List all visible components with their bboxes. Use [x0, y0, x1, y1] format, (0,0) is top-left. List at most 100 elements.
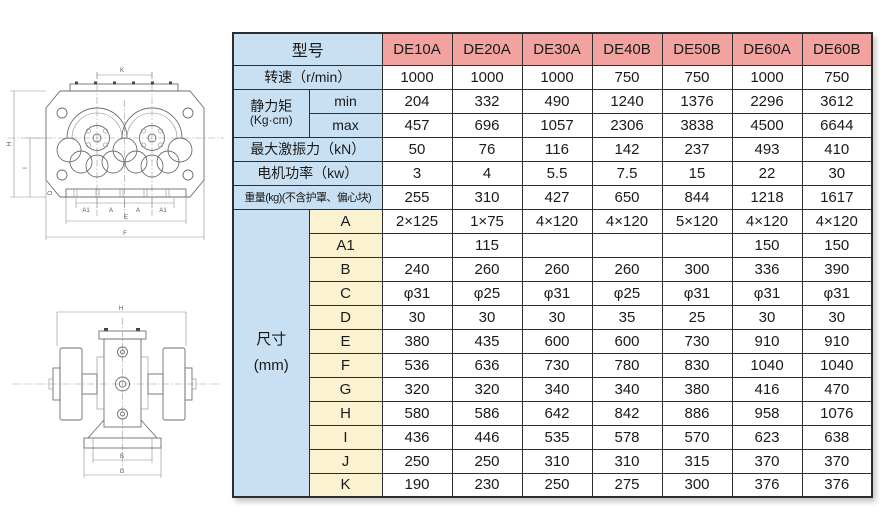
static-moment-label: 静力矩 — [250, 98, 293, 115]
dimensions-unit: (mm) — [253, 356, 289, 374]
static-moment-max: 1057 — [521, 112, 593, 138]
speed-value: 1000 — [731, 64, 803, 90]
static-moment-min: 1376 — [661, 88, 733, 114]
dim-value: 4×120 — [521, 208, 593, 234]
static-moment-max: 6644 — [801, 112, 873, 138]
speed-value: 1000 — [521, 64, 593, 90]
dim-letter-i: I — [308, 424, 383, 450]
max-force-label: 最大激振力（kN） — [232, 136, 383, 162]
dim-value: 1040 — [801, 352, 873, 378]
dimension-row-d: D 30 30 30 35 25 30 30 — [233, 304, 873, 330]
dim-value: 250 — [381, 448, 453, 474]
dim-value: φ31 — [801, 280, 873, 306]
dim-value: 1040 — [731, 352, 803, 378]
dim-label-k: K — [120, 68, 124, 74]
speed-label: 转速（r/min） — [232, 64, 383, 90]
weight-value: 427 — [521, 184, 593, 210]
dimension-row-k: K 190 230 250 275 300 376 376 — [233, 472, 873, 498]
dim-value — [521, 232, 593, 258]
dim-value: 380 — [381, 328, 453, 354]
model-header-de60b: DE60B — [801, 32, 873, 66]
dim-value: 320 — [381, 376, 453, 402]
dim-letter-e: E — [308, 328, 383, 354]
dim-value: φ31 — [661, 280, 733, 306]
max-force-value: 142 — [591, 136, 663, 162]
dim-label-g: G — [120, 469, 125, 475]
dim-value: 1076 — [801, 400, 873, 426]
static-moment-min: 490 — [521, 88, 593, 114]
dim-value: φ25 — [591, 280, 663, 306]
dim-value: 536 — [381, 352, 453, 378]
dim-value: 336 — [731, 256, 803, 282]
static-moment-unit: (Kg·cm) — [249, 113, 293, 128]
dim-label-i-left: I — [23, 167, 29, 169]
motor-power-row: 电机功率（kw） 3 4 5.5 7.5 15 22 30 — [232, 160, 873, 186]
dim-value: 830 — [661, 352, 733, 378]
weight-value: 1617 — [801, 184, 873, 210]
dim-value: 580 — [381, 400, 453, 426]
static-moment-max: 696 — [451, 112, 523, 138]
dim-value: 4×120 — [591, 208, 663, 234]
dim-value: 780 — [591, 352, 663, 378]
dim-value: 260 — [451, 256, 523, 282]
dim-value: 260 — [591, 256, 663, 282]
dim-value: 436 — [381, 424, 453, 450]
static-moment-min: 204 — [381, 88, 453, 114]
dim-value: 25 — [661, 304, 733, 330]
dim-value: 35 — [591, 304, 663, 330]
dim-letter-a1: A1 — [308, 232, 383, 258]
static-moment-min: 332 — [451, 88, 523, 114]
dimensions-label-cell: 尺寸 (mm) — [232, 208, 310, 498]
dim-label-b: B — [120, 454, 124, 460]
dimension-row-c: C φ31 φ25 φ31 φ25 φ31 φ31 φ31 — [233, 280, 873, 306]
dim-value: 390 — [801, 256, 873, 282]
dim-value: 470 — [801, 376, 873, 402]
dim-value: 150 — [801, 232, 873, 258]
dim-value: 320 — [451, 376, 523, 402]
dim-letter-d: D — [308, 304, 383, 330]
dim-value: 310 — [521, 448, 593, 474]
dim-value: 642 — [521, 400, 593, 426]
dim-value: 638 — [801, 424, 873, 450]
speed-value: 750 — [661, 64, 733, 90]
dim-value: 250 — [451, 448, 523, 474]
speed-value: 750 — [801, 64, 873, 90]
dim-value: φ25 — [451, 280, 523, 306]
dim-value — [381, 232, 453, 258]
dimension-row-e: E 380 435 600 600 730 910 910 — [233, 328, 873, 354]
weight-row: 重量(kg)(不含护罩、偏心块) 255 310 427 650 844 121… — [232, 184, 873, 210]
static-moment-label-cell: 静力矩 (Kg·cm) — [232, 88, 310, 138]
dim-value: 958 — [731, 400, 803, 426]
model-header-de60a: DE60A — [731, 32, 803, 66]
dim-label-e: E — [124, 215, 128, 221]
model-header-de20a: DE20A — [451, 32, 523, 66]
speed-value: 750 — [591, 64, 663, 90]
dim-value: 730 — [521, 352, 593, 378]
motor-power-label: 电机功率（kw） — [232, 160, 383, 186]
static-moment-max: 2306 — [591, 112, 663, 138]
dim-value: 435 — [451, 328, 523, 354]
dimension-row-f: F 536 636 730 780 830 1040 1040 — [233, 352, 873, 378]
dim-label-h-left: H — [7, 142, 13, 146]
dim-value: 250 — [521, 472, 593, 498]
dim-letter-a: A — [308, 208, 383, 234]
dim-value: 1×75 — [451, 208, 523, 234]
dim-value: 370 — [731, 448, 803, 474]
dim-value: 30 — [451, 304, 523, 330]
dimension-row-i: I 436 446 535 578 570 623 638 — [233, 424, 873, 450]
dim-value: 376 — [731, 472, 803, 498]
dim-value: 5×120 — [661, 208, 733, 234]
dim-label-d: D — [48, 190, 54, 195]
motor-power-value: 30 — [801, 160, 873, 186]
dim-letter-b: B — [308, 256, 383, 282]
dim-value: 535 — [521, 424, 593, 450]
dim-value: 30 — [801, 304, 873, 330]
dim-value: 190 — [381, 472, 453, 498]
dim-value: 150 — [731, 232, 803, 258]
dim-value: 600 — [591, 328, 663, 354]
weight-value: 1218 — [731, 184, 803, 210]
dim-value: φ31 — [521, 280, 593, 306]
dim-label-a-right: A — [136, 208, 140, 214]
dim-letter-h: H — [308, 400, 383, 426]
